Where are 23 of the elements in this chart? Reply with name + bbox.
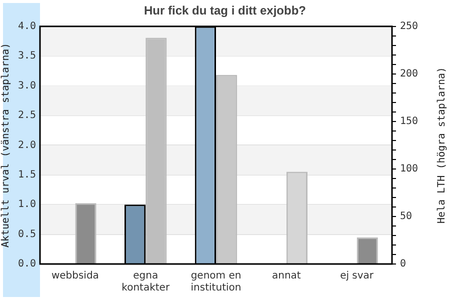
x-tick-label: annat [272, 270, 301, 282]
chart-title: Hur fick du tag i ditt exjobb? [144, 4, 306, 18]
y-tick-label: 4.0 [18, 20, 36, 32]
y-tick-label: 1.5 [18, 169, 36, 180]
y2-tick-label: 50 [400, 211, 412, 222]
y2-axis-title: Hela LTH (högra staplarna) [436, 66, 448, 224]
y-axis-title: Aktuellt urval (vänstra staplarna) [0, 42, 12, 248]
x-tick-label: ej svar [340, 270, 374, 282]
y2-tick-label: 200 [400, 68, 418, 80]
y2-tick-label: 100 [400, 164, 418, 175]
y-tick-label: 0.5 [18, 228, 36, 240]
y2-tick-label: 150 [400, 116, 418, 128]
y2-tick-label: 250 [400, 20, 418, 32]
y-tick-label: 2.5 [18, 110, 36, 122]
x-tick-label: genom en institution [190, 270, 242, 294]
y-tick-label: 3.5 [18, 50, 36, 62]
y-tick-label: 1.0 [18, 199, 36, 210]
y-tick-label: 0.0 [18, 258, 36, 270]
x-tick-label: webbsida [51, 270, 99, 282]
x-tick-label: egna kontakter [122, 270, 170, 294]
y-tick-label: 3.0 [18, 80, 36, 92]
y2-tick-label: 0 [400, 258, 406, 270]
y-tick-label: 2.0 [18, 140, 36, 151]
